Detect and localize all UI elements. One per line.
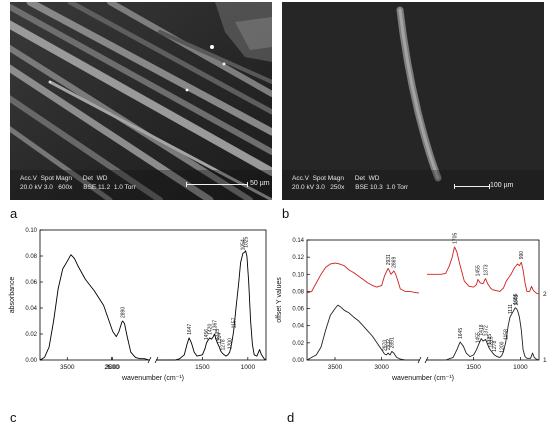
ir-spectrum-chart-d: 0.00 0.02 0.04 0.06 0.08 0.10 0.12 0.14 3500 3000… <box>276 233 547 382</box>
y-tick-label: 0.10 <box>292 272 304 278</box>
x-tick-label: 1500 <box>195 364 210 371</box>
sem-info-a-values: 20.0 kV 3.0 600x BSE 11.2 1.0 Torr <box>20 184 136 191</box>
y-tick-label: 0.06 <box>25 280 37 286</box>
y-tick-label: 0.00 <box>25 358 37 364</box>
peak-label: 1335 <box>215 329 221 340</box>
peak-label-bottom: 1645 <box>458 328 464 339</box>
sem-info-b-header: Acc.V Spot Magn Det WD <box>292 175 380 182</box>
x-tick-label: 1000 <box>241 364 256 371</box>
peak-label-bottom: 2970 <box>382 340 388 351</box>
peak-label-top: 1705 <box>452 233 458 244</box>
peak-label-bottom: 1055 <box>513 293 519 304</box>
peak-label-top: 2869 <box>392 257 398 268</box>
scale-bar-a <box>186 182 248 187</box>
panel-letter-c: c <box>10 410 17 425</box>
peak-label-bottom: 1315 <box>489 336 495 347</box>
y-tick-label: 0.04 <box>292 324 304 330</box>
peak-label-bottom: 2891 <box>390 337 396 348</box>
x-tick-label: 1500 <box>466 364 481 371</box>
axis-break-gap <box>150 357 156 363</box>
peak-label: 1200 <box>228 338 234 349</box>
series-line-2 <box>306 304 419 361</box>
peak-label-top: 1455 <box>476 265 482 276</box>
axis-break-gap <box>420 357 426 363</box>
sem-image-a: Acc.V Spot Magn Det WD 20.0 kV 3.0 600x … <box>10 2 272 200</box>
sem-info-a-header: Acc.V Spot Magn Det WD <box>20 175 108 182</box>
peak-label-top: 990 <box>519 251 525 260</box>
x-tick-label: 3500 <box>328 364 343 371</box>
panel-letter-b: b <box>282 206 290 221</box>
sem-image-b: Acc.V Spot Magn Det WD 20.0 kV 3.0 250x … <box>282 2 544 200</box>
y-axis-label: absorbance <box>9 277 16 314</box>
peak-label-bottom: 1335 <box>487 334 493 345</box>
x-tick-label: 3000 <box>105 364 120 371</box>
peak-label-bottom: 1418 <box>479 324 485 335</box>
peak-label-top: 2931 <box>386 254 392 265</box>
y-tick-label: 0.08 <box>25 254 37 260</box>
series-label-2: 2 <box>543 291 547 298</box>
peak-label: 1367 <box>212 320 218 331</box>
axis-break-mark <box>424 356 429 364</box>
axis-break-mark <box>154 356 159 364</box>
x-tick-label: 1000 <box>513 364 528 371</box>
scale-label-a: 50 µm <box>250 180 270 187</box>
series-line-3 <box>427 307 540 361</box>
scale-label-b: 100 µm <box>490 182 514 189</box>
peak-label-bottom: 1455 <box>476 332 482 343</box>
x-tick-label: 3000 <box>374 364 389 371</box>
peak-label-bottom: 1200 <box>500 341 506 352</box>
peak-label: 1157 <box>231 317 237 328</box>
x-tick-label: 3500 <box>60 364 75 371</box>
y-axis-label: offset Y values <box>276 277 283 323</box>
y-tick-label: 0.12 <box>292 255 304 261</box>
y-tick-label: 0.10 <box>25 228 37 234</box>
fiber-bundle-graphic <box>10 2 272 200</box>
peak-label: 1456 <box>204 329 210 340</box>
panel-letter-a: a <box>10 206 18 221</box>
axis-break-mark <box>147 356 152 364</box>
peak-label: 1278 <box>220 339 226 350</box>
peak-label-bottom: 1043 <box>514 294 520 305</box>
peak-label-bottom: 1158 <box>503 329 509 340</box>
peak-label: 1314 <box>217 333 223 344</box>
peak-label: 1025 <box>243 236 249 247</box>
peak-label-bottom: 2932 <box>386 339 392 350</box>
y-tick-label: 0.04 <box>25 306 37 312</box>
y-tick-label: 0.02 <box>25 332 37 338</box>
peak-label: 2890 <box>121 307 127 318</box>
x-axis-label: wavenumber (cm⁻¹) <box>391 375 454 382</box>
sem-info-b-values: 20.0 kV 3.0 250x BSE 10.3 1.0 Torr <box>292 184 409 191</box>
y-tick-label: 0.02 <box>292 341 304 347</box>
single-fiber-graphic <box>282 2 544 200</box>
panel-letter-d: d <box>287 410 295 425</box>
x-axis-label: wavenumber (cm⁻¹) <box>121 375 184 382</box>
peak-label-bottom: 1278 <box>492 341 498 352</box>
series-label-1: 1 <box>543 357 547 364</box>
peak-label-bottom: 1372 <box>483 325 489 336</box>
y-tick-label: 0.06 <box>292 307 304 313</box>
peak-label-top: 1373 <box>483 264 489 275</box>
x-tick-label: 2500 <box>104 364 119 371</box>
series-line-0 <box>39 254 150 361</box>
series-line-1 <box>427 246 540 295</box>
peak-label-bottom: 1111 <box>508 304 514 314</box>
axis-break-mark <box>417 356 422 364</box>
y-tick-label: 0.08 <box>292 289 304 295</box>
series-line-1 <box>157 250 267 361</box>
y-tick-label: 0.00 <box>292 358 304 364</box>
peak-label: 1647 <box>187 324 193 335</box>
series-line-0 <box>306 262 420 294</box>
peak-label: 1420 <box>208 324 214 335</box>
peak-label: 1054 <box>241 239 247 250</box>
scale-bar-b <box>454 184 490 189</box>
y-tick-label: 0.14 <box>292 238 304 244</box>
